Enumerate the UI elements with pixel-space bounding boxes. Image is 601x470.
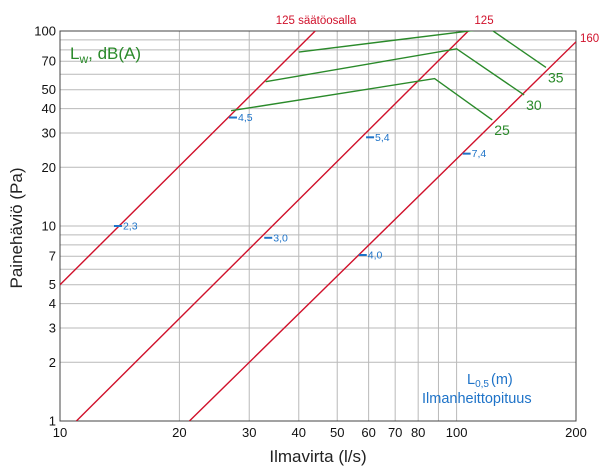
throw-marker-label: 2,3 — [123, 221, 138, 233]
y-tick-label: 7 — [49, 249, 56, 264]
throw-legend-unit: (m) — [491, 372, 513, 388]
y-tick-label: 100 — [34, 24, 56, 39]
y-tick-label: 70 — [42, 54, 56, 69]
x-tick-label: 50 — [330, 425, 344, 440]
y-tick-label: 10 — [42, 219, 56, 234]
y-axis-title: Painehäviö (Pa) — [7, 168, 26, 289]
throw-legend-sub: 0,5 — [475, 379, 489, 390]
sound-line-label: 25 — [494, 122, 510, 138]
x-tick-label: 60 — [361, 425, 375, 440]
throw-legend-desc: Ilmanheittopituus — [422, 391, 532, 407]
x-tick-label: 20 — [172, 425, 186, 440]
throw-marker-label: 7,4 — [472, 148, 487, 160]
sound-legend-sub: w — [78, 52, 88, 66]
y-tick-label: 40 — [42, 101, 56, 116]
duct-lines — [60, 31, 576, 421]
x-tick-label: 40 — [292, 425, 306, 440]
x-tick-label: 10 — [53, 425, 67, 440]
duct-line-label: 125 — [474, 15, 493, 27]
duct-line-label: 125 säätöosalla — [276, 15, 357, 27]
x-axis-title: Ilmavirta (l/s) — [269, 447, 366, 466]
x-tick-label: 80 — [411, 425, 425, 440]
y-tick-label: 3 — [49, 320, 56, 335]
y-tick-label: 20 — [42, 160, 56, 175]
x-tick-label: 100 — [446, 425, 468, 440]
sound-line-label: 30 — [526, 97, 542, 113]
sound-legend-rest: , dB(A) — [88, 44, 141, 63]
throw-legend-main: L — [467, 372, 475, 388]
throw-marker-label: 4,5 — [238, 112, 253, 124]
throw-marker-label: 3,0 — [273, 232, 288, 244]
y-tick-label: 1 — [49, 414, 56, 429]
sound-legend: Lw, dB(A) — [70, 44, 141, 66]
grid — [59, 30, 577, 422]
tick-labels: 10 20 30 40 50 60 70 80 100 200 1 2 3 4 5 7 10 20 30 40 50 70… — [34, 24, 587, 441]
sound-legend-main: L — [70, 44, 79, 63]
sound-line-label: 35 — [548, 69, 564, 85]
duct-line — [188, 41, 576, 421]
throw-markers: 2,3 4,5 3,0 5,4 4,0 7,4 — [113, 112, 487, 262]
y-tick-label: 2 — [49, 355, 56, 370]
x-tick-label: 200 — [565, 425, 587, 440]
duct-line — [75, 31, 469, 421]
x-tick-label: 30 — [242, 425, 256, 440]
sound-line — [265, 48, 525, 96]
sound-lines — [230, 31, 547, 121]
throw-marker-label: 4,0 — [368, 250, 383, 262]
throw-marker-label: 5,4 — [375, 132, 390, 144]
y-tick-label: 30 — [42, 125, 56, 140]
duct-line — [60, 31, 316, 286]
sound-line — [298, 31, 547, 69]
throw-legend: L0,5 (m) — [467, 372, 513, 390]
duct-line-label: 160 — [580, 33, 599, 45]
sound-line — [230, 77, 493, 121]
y-tick-label: 5 — [49, 277, 56, 292]
y-tick-label: 50 — [42, 82, 56, 97]
y-tick-label: 4 — [49, 296, 56, 311]
plot-border — [59, 30, 577, 422]
x-tick-label: 70 — [388, 425, 402, 440]
